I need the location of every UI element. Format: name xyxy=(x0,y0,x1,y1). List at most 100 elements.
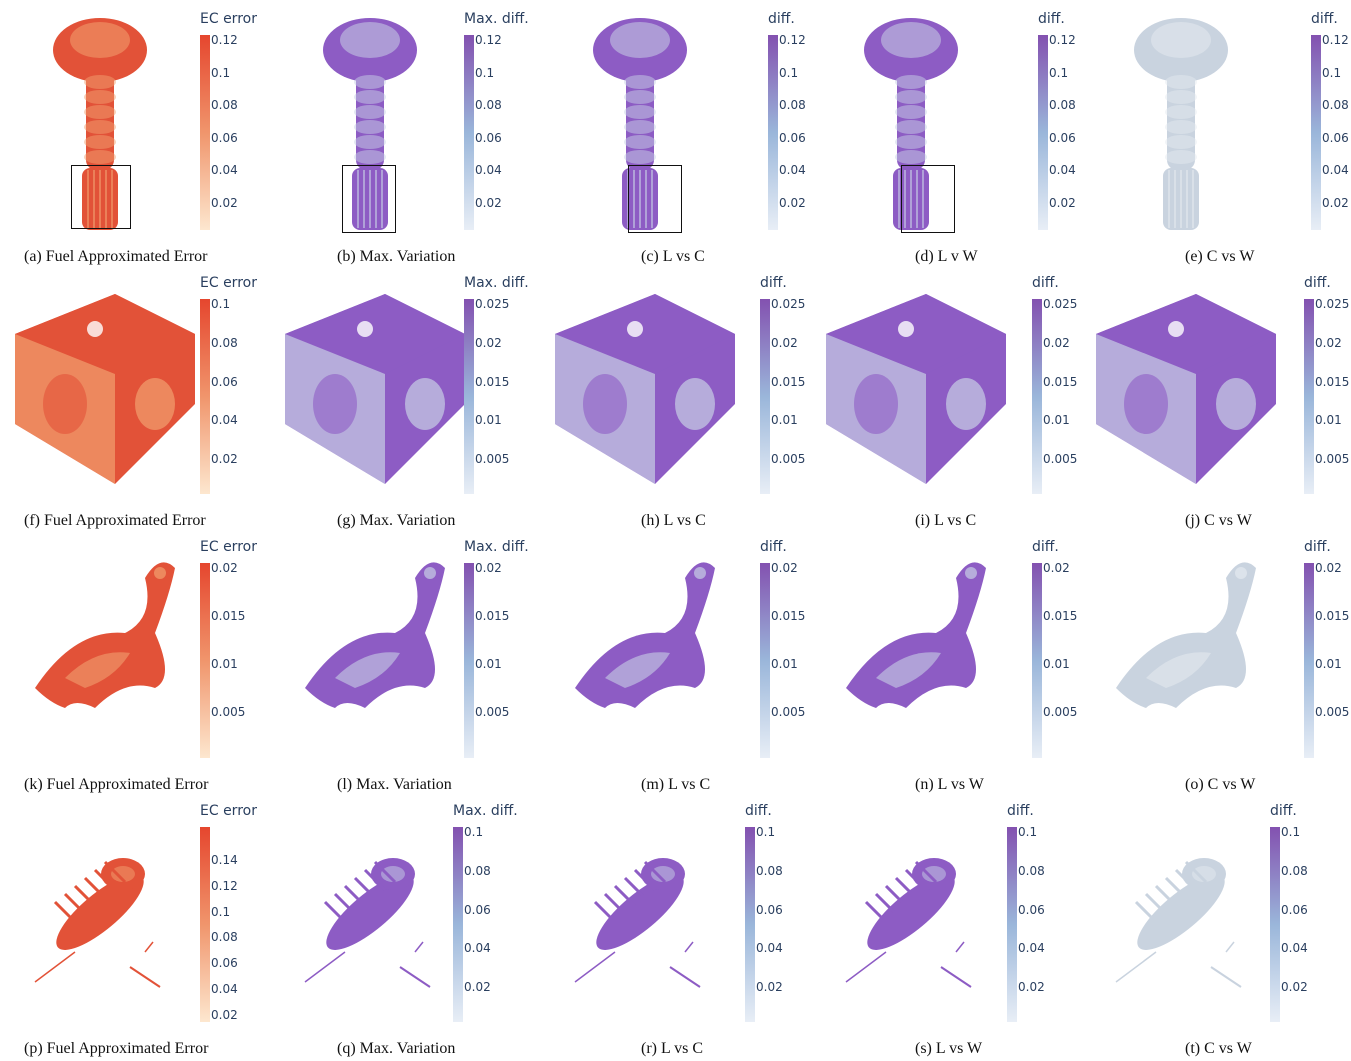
mesh-hole xyxy=(1168,321,1184,337)
colorbar-tick-label: 0.12 xyxy=(1322,33,1349,47)
colorbar-tick-label: 0.005 xyxy=(475,452,510,467)
subfigure-caption: (i) L vs C xyxy=(915,512,977,529)
mesh-lobster-leg xyxy=(643,860,667,884)
colorbar-tick-label: 0.005 xyxy=(211,705,246,719)
mesh-cavity xyxy=(854,374,898,434)
mesh-hole xyxy=(357,321,373,337)
colorbar-tick-label: 0.02 xyxy=(475,561,502,575)
colorbar-tick-label: 0.02 xyxy=(1315,335,1342,350)
mesh-rendering xyxy=(1134,18,1228,230)
mesh-rendering xyxy=(35,562,175,708)
subfigure-caption: (b) Max. Variation xyxy=(337,248,456,265)
mesh-ring xyxy=(1165,135,1197,149)
colorbar-tick-label: 0.02 xyxy=(211,195,238,210)
subfigure-panel xyxy=(540,269,810,533)
mesh-fragment xyxy=(1210,966,1242,988)
mesh-antenna xyxy=(845,951,887,983)
colorbar-tick-label: 0.06 xyxy=(1322,130,1349,145)
mesh-rendering xyxy=(864,18,958,230)
colorbar-tick-label: 0.08 xyxy=(1281,863,1308,878)
subfigure-panel xyxy=(1081,797,1351,1061)
colorbar-title: diff. xyxy=(1038,11,1065,27)
mesh-rendering xyxy=(323,18,417,230)
mesh-cap-highlight xyxy=(881,22,941,58)
colorbar xyxy=(1270,827,1280,1022)
mesh-cavity xyxy=(1216,378,1256,430)
mesh-lobster-body xyxy=(56,874,144,950)
mesh-claw-highlight xyxy=(111,866,135,882)
colorbar-tick-label: 0.005 xyxy=(771,705,806,719)
colorbar-tick-label: 0.01 xyxy=(475,657,502,671)
colorbar-tick-label: 0.015 xyxy=(1315,374,1350,389)
colorbar-tick-label: 0.08 xyxy=(211,930,238,945)
colorbar-title: diff. xyxy=(768,11,795,27)
mesh-fish-fin xyxy=(335,652,400,688)
subfigure-caption: (c) L vs C xyxy=(641,248,705,265)
colorbar xyxy=(760,299,770,494)
mesh-ring xyxy=(895,120,927,134)
colorbar xyxy=(1304,299,1314,494)
mesh-cap-highlight xyxy=(340,22,400,58)
subfigure-panel xyxy=(1081,533,1351,797)
mesh-claw-highlight xyxy=(1192,866,1216,882)
mesh-ring xyxy=(895,75,927,89)
mesh-fish-curl xyxy=(154,567,166,579)
colorbar-tick-label: 0.04 xyxy=(211,163,238,177)
colorbar-tick-label: 0.1 xyxy=(475,65,495,80)
mesh-ring xyxy=(895,150,927,164)
mesh-lobster-leg xyxy=(623,876,647,900)
mesh-cavity xyxy=(135,378,175,430)
mesh-block-top xyxy=(285,294,465,374)
colorbar-tick-label: 0.12 xyxy=(475,33,502,47)
subfigure-caption: (e) C vs W xyxy=(1185,248,1255,265)
mesh-fragment xyxy=(414,941,424,953)
mesh-lobster-leg xyxy=(343,884,367,908)
mesh-ring xyxy=(354,135,386,149)
colorbar xyxy=(464,35,474,230)
mesh-rendering xyxy=(846,562,986,708)
mesh-fragment xyxy=(144,941,154,953)
colorbar xyxy=(464,299,474,494)
mesh-ring xyxy=(895,90,927,104)
colorbar-tick-label: 0.06 xyxy=(1281,902,1308,917)
colorbar xyxy=(1032,563,1042,758)
colorbar-tick-label: 0.02 xyxy=(771,335,798,350)
colorbar-tick-label: 0.04 xyxy=(779,163,806,177)
mesh-ring xyxy=(354,120,386,134)
colorbar-title: diff. xyxy=(1311,11,1338,27)
colorbar-title: diff. xyxy=(1007,803,1034,819)
mesh-rendering xyxy=(305,562,445,708)
colorbar-tick-label: 0.02 xyxy=(464,980,491,995)
mesh-lobster-leg xyxy=(103,860,127,884)
colorbar-tick-label: 0.025 xyxy=(771,297,806,311)
mesh-lobster-leg xyxy=(353,876,377,900)
colorbar-tick-label: 0.015 xyxy=(475,374,510,389)
subfigure-panel xyxy=(0,797,270,1061)
colorbar-tick-label: 0.015 xyxy=(475,609,510,623)
colorbar-tick-label: 0.015 xyxy=(1315,609,1350,623)
mesh-lobster-leg xyxy=(904,868,928,892)
mesh-lobster-leg xyxy=(914,860,938,884)
colorbar-tick-label: 0.1 xyxy=(211,297,231,311)
colorbar-tick-label: 0.01 xyxy=(475,413,502,428)
mesh-ring xyxy=(354,150,386,164)
colorbar-tick-label: 0.06 xyxy=(1049,130,1076,145)
subfigure-panel xyxy=(811,269,1081,533)
subfigure-panel xyxy=(811,533,1081,797)
colorbar xyxy=(1007,827,1017,1022)
mesh-lobster-leg xyxy=(1144,892,1168,916)
colorbar-tick-label: 0.02 xyxy=(1315,561,1342,575)
mesh-rendering xyxy=(304,858,431,988)
colorbar-tick-label: 0.01 xyxy=(1315,413,1342,428)
colorbar-tick-label: 0.12 xyxy=(211,33,238,47)
subfigure-caption: (h) L vs C xyxy=(641,512,706,529)
subfigure-caption: (f) Fuel Approximated Error xyxy=(24,512,206,529)
mesh-rendering xyxy=(285,294,465,484)
mesh-ring xyxy=(84,150,116,164)
colorbar-tick-label: 0.04 xyxy=(211,982,238,996)
mesh-cavity xyxy=(1124,374,1168,434)
colorbar-tick-label: 0.005 xyxy=(1315,452,1350,467)
colorbar-tick-label: 0.015 xyxy=(771,374,806,389)
mesh-claw-highlight xyxy=(922,866,946,882)
colorbar-tick-label: 0.01 xyxy=(1043,657,1070,671)
